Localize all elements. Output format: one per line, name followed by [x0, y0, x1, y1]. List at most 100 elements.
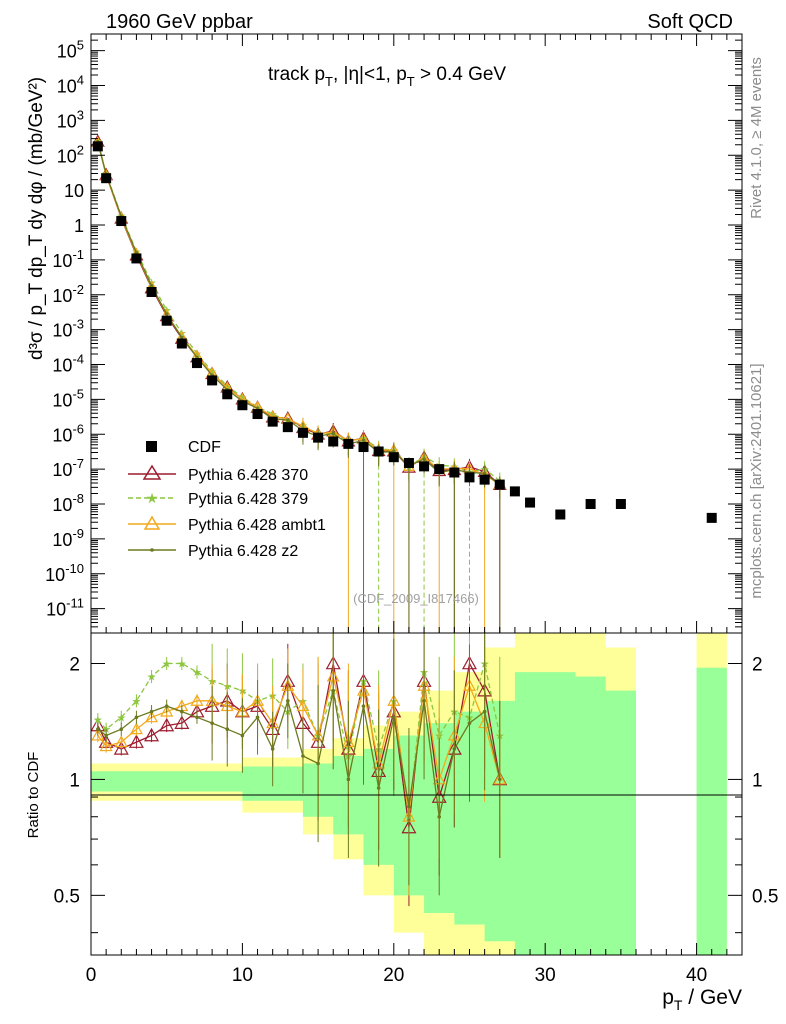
ratio-point-379: ★: [192, 666, 202, 679]
x-tick-label: 0: [86, 965, 97, 986]
band-green-far: [696, 667, 727, 955]
ratio-point-ambt1: [91, 728, 105, 741]
y-tick-label-main: 10: [64, 181, 84, 201]
legend-label-379: Pythia 6.428 379: [188, 491, 308, 508]
ratio-point-z2: [119, 727, 124, 732]
ratio-point-z2: [391, 715, 396, 720]
ratio-point-z2: [149, 709, 154, 714]
y-tick-label-ratio-right: 2: [752, 654, 763, 675]
x-tick-label: 40: [686, 965, 707, 986]
ratio-point-z2: [134, 715, 139, 720]
cdf-point: [131, 253, 142, 264]
cdf-point: [615, 499, 626, 510]
legend-marker-370: [142, 464, 162, 480]
cdf-point: [434, 464, 445, 475]
mc-point-379: ★: [222, 380, 232, 393]
ratio-point-z2: [195, 715, 199, 720]
ratio-curve-379: [97, 662, 501, 817]
ratio-point-z2: [437, 814, 442, 819]
y-tick-label-main: 10-3: [52, 317, 84, 341]
y-tick-label-main: 10-1: [52, 247, 84, 271]
y-tick-label-main: 10-5: [52, 386, 84, 410]
y-tick-label-main: 103: [57, 107, 84, 131]
ratio-curve-z2: [97, 690, 501, 817]
ratio-panel-series: ★★★★★★★★★★★★★★★★★★★★★★★★★★★★: [91, 633, 508, 907]
ratio-point-379: ★: [177, 657, 187, 670]
ratio-point-ambt1: [99, 739, 113, 752]
ratio-point-z2: [361, 704, 366, 708]
mc-point-z2: [361, 438, 366, 443]
ratio-point-z2: [180, 709, 184, 714]
plot-title: track pT, |η|<1, pT > 0.4 GeV: [268, 64, 506, 89]
y-tick-label-ratio: 0.5: [54, 886, 80, 907]
ratio-point-ambt1: [129, 722, 143, 735]
ratio-point-ambt1: [114, 735, 128, 748]
mc-point-379: ★: [147, 277, 157, 290]
y-tick-label-ratio-right: 1: [752, 770, 763, 791]
cdf-point: [464, 472, 475, 483]
y-tick-label-main: 10-8: [52, 491, 84, 515]
ratio-point-ambt1: [160, 704, 174, 717]
ratio-point-z2: [270, 747, 275, 751]
mc-curve-z2: [97, 141, 501, 486]
mc-point-379: ★: [177, 327, 187, 340]
cdf-point: [92, 141, 103, 152]
cdf-point: [494, 479, 505, 490]
ratio-y-axis-label: Ratio to CDF: [25, 752, 42, 839]
ratio-point-370: [159, 717, 175, 732]
mc-curve-379: [97, 140, 501, 482]
ratio-point-370: [128, 734, 144, 748]
mc-point-z2: [164, 312, 169, 316]
legend-marker-z2: [150, 548, 154, 552]
y-tick-label-main: 10-6: [52, 421, 84, 445]
category-label: Soft QCD: [647, 11, 733, 33]
analysis-watermark: (CDF_2009_I817466): [353, 591, 479, 606]
ratio-point-z2: [407, 804, 411, 809]
ratio-point-ambt1: [145, 710, 159, 723]
cdf-point: [525, 497, 536, 508]
cdf-point: [252, 409, 263, 420]
mc-point-379: ★: [268, 408, 278, 421]
y-tick-label-main: 10-10: [45, 561, 84, 585]
legend-label-370: Pythia 6.428 370: [188, 467, 308, 484]
mc-point-z2: [286, 418, 290, 422]
y-tick-label-main: 105: [57, 38, 84, 62]
mcplots-credit-label: mcplots.cern.ch [arXiv:2401.10621]: [748, 363, 765, 598]
legend-marker-cdf: [146, 441, 157, 452]
cdf-point: [191, 358, 202, 369]
y-tick-label-ratio: 1: [69, 770, 80, 791]
cdf-point: [358, 442, 369, 453]
legend-label-ambt1: Pythia 6.428 ambt1: [188, 517, 326, 534]
y-tick-label-main: 10-4: [52, 352, 84, 376]
y-tick-label-main: 10-2: [52, 282, 84, 306]
cdf-point: [237, 400, 248, 411]
ratio-point-379: ★: [162, 657, 172, 670]
cdf-point: [479, 474, 490, 485]
ratio-point-z2: [482, 709, 487, 714]
cdf-point: [449, 467, 460, 478]
cdf-point: [146, 286, 157, 297]
cdf-point: [161, 315, 172, 326]
ratio-point-379: ★: [116, 711, 126, 724]
legend: CDF Pythia 6.428 370 ★ Pythia 6.428 379 …: [128, 439, 326, 560]
cdf-point: [116, 216, 127, 227]
cdf-point: [555, 509, 566, 520]
y-tick-label-main: 10-11: [46, 596, 84, 620]
ratio-point-z2: [210, 721, 214, 725]
ratio-point-z2: [164, 704, 169, 708]
legend-label-z2: Pythia 6.428 z2: [188, 543, 298, 560]
ratio-point-ambt1: [190, 694, 204, 706]
mc-point-379: ★: [237, 391, 247, 404]
y-tick-label-ratio-right: 0.5: [752, 886, 778, 907]
y-tick-label-main: 102: [57, 142, 84, 166]
x-tick-label: 20: [383, 965, 404, 986]
ratio-point-379: ★: [147, 671, 157, 684]
ratio-point-z2: [225, 727, 230, 732]
cdf-point: [706, 512, 717, 523]
ratio-curve-370: [97, 661, 501, 828]
ratio-point-z2: [301, 754, 305, 758]
x-tick-label: 30: [535, 965, 556, 986]
ratio-point-z2: [286, 699, 290, 703]
ratio-panel-frame: [90, 632, 743, 956]
ratio-point-z2: [497, 777, 502, 782]
